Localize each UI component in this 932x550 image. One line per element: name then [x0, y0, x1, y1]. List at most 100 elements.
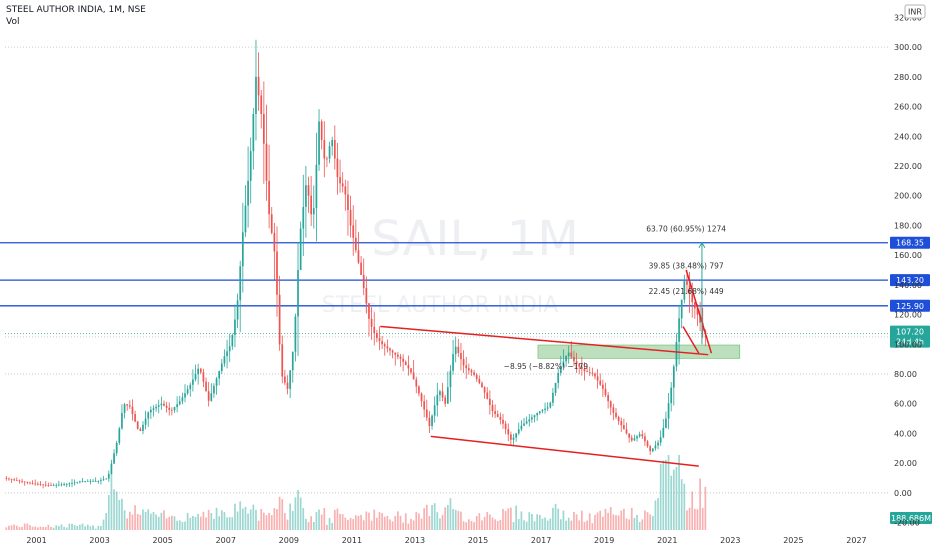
volume-bar	[541, 518, 544, 530]
candle-body	[352, 225, 355, 238]
volume-bar	[381, 513, 383, 530]
volume-bar	[583, 521, 586, 530]
candle-body	[336, 158, 339, 178]
candle-body	[347, 194, 349, 210]
volume-bar	[73, 525, 76, 530]
volume-bar	[507, 508, 510, 530]
candle-body	[213, 385, 215, 394]
candle-body	[318, 121, 320, 165]
candle-body	[470, 370, 473, 373]
volume-bar	[236, 511, 239, 530]
candle-body	[215, 378, 218, 386]
candle-body	[339, 177, 341, 184]
candle-body	[410, 368, 412, 373]
price-level-label-bg	[890, 236, 930, 249]
volume-bar	[18, 527, 21, 530]
volume-bar	[252, 504, 255, 530]
candle-body	[226, 351, 228, 357]
volume-bar	[297, 490, 299, 530]
volume-bar	[436, 512, 439, 530]
candle-body	[173, 407, 176, 410]
volume-bar	[431, 505, 433, 530]
volume-bar	[276, 509, 278, 530]
volume-bar	[538, 514, 541, 530]
candle-body	[604, 388, 607, 396]
candle-body	[565, 356, 567, 362]
volume-bar	[525, 521, 528, 530]
candle-body	[10, 478, 13, 480]
candle-body	[630, 437, 633, 441]
volume-bar	[383, 516, 386, 530]
candle-body	[441, 391, 444, 398]
volume-bar	[486, 512, 489, 530]
volume-bar	[270, 515, 273, 530]
volume-bar	[420, 518, 423, 530]
volume-bar	[186, 513, 189, 530]
candle-body	[299, 228, 302, 270]
x-axis-tick-label: 2021	[657, 536, 677, 545]
candle-body	[220, 363, 223, 372]
candle-body	[454, 346, 457, 355]
volume-bar	[341, 514, 344, 530]
volume-bar	[5, 527, 8, 530]
volume-bar	[546, 520, 549, 530]
candle-body	[157, 405, 160, 407]
volume-bar	[39, 526, 42, 530]
candle-body	[210, 393, 213, 401]
volume-bar	[520, 511, 523, 530]
candle-body	[533, 415, 536, 418]
candle-body	[273, 232, 276, 252]
candle-body	[354, 237, 357, 251]
volume-bar	[378, 512, 381, 530]
volume-bar	[97, 525, 100, 530]
consolidation-zone	[537, 344, 741, 359]
currency-label: INR	[908, 8, 922, 17]
volume-bar	[391, 521, 394, 530]
volume-bar	[213, 518, 215, 530]
volume-bar	[79, 524, 81, 530]
candle-body	[29, 482, 31, 484]
candle-body	[693, 302, 696, 309]
candle-body	[659, 437, 662, 443]
candle-body	[504, 423, 507, 430]
volume-bar	[567, 517, 570, 530]
candle-body	[499, 416, 502, 420]
volume-bar	[654, 500, 657, 530]
candle-body	[386, 346, 389, 349]
volume-bar	[189, 517, 192, 530]
candle-body	[310, 195, 313, 215]
candle-body	[344, 186, 347, 195]
volume-bar	[418, 513, 420, 530]
candle-body	[18, 480, 21, 482]
candle-body	[667, 403, 670, 419]
candle-body	[100, 480, 102, 481]
volume-bar	[465, 522, 468, 530]
volume-bar	[397, 511, 399, 530]
candle-body	[65, 483, 68, 485]
candle-body	[333, 140, 336, 159]
volume-bar	[339, 513, 341, 530]
candle-body	[68, 483, 71, 485]
x-axis-tick-label: 2025	[783, 536, 803, 545]
volume-bar	[675, 466, 678, 530]
volume-bar	[173, 516, 176, 530]
volume-bar	[362, 520, 365, 530]
volume-bar	[586, 520, 588, 530]
x-axis-tick-label: 2003	[89, 536, 109, 545]
candle-body	[552, 392, 554, 403]
volume-bar	[113, 489, 115, 530]
volume-bar	[268, 512, 270, 530]
candle-body	[641, 434, 644, 437]
measurement-annotation: 63.70 (60.95%) 1274	[646, 224, 726, 233]
volume-bar	[678, 455, 680, 530]
candle-body	[281, 344, 284, 377]
volume-bar	[354, 515, 357, 530]
candle-body	[586, 371, 588, 373]
candle-body	[289, 370, 291, 389]
candle-body	[284, 376, 286, 383]
volume-bar	[670, 475, 673, 530]
candle-body	[34, 483, 37, 485]
price-level-label-bg	[890, 299, 930, 312]
